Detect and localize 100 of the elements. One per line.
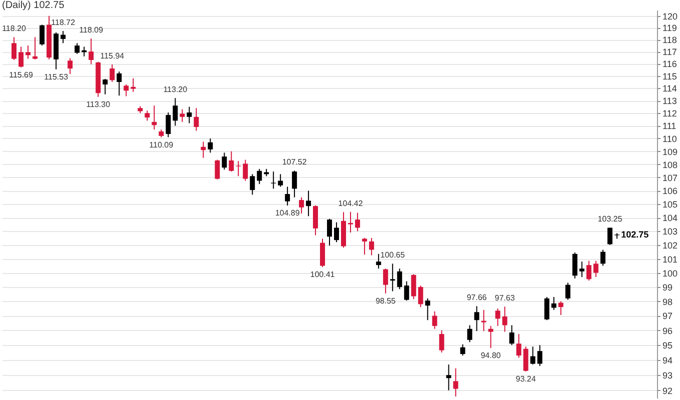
candlestick bbox=[40, 24, 45, 46]
annotation: 98.55 bbox=[376, 296, 396, 306]
candlestick bbox=[74, 42, 80, 54]
y-tick-label: 100 bbox=[662, 268, 678, 278]
candlestick bbox=[607, 227, 612, 246]
candlestick bbox=[530, 346, 536, 366]
candlestick bbox=[180, 108, 185, 122]
candlestick bbox=[186, 106, 192, 124]
candlestick bbox=[124, 84, 129, 97]
candlestick bbox=[270, 171, 276, 190]
candlestick bbox=[523, 346, 528, 372]
annotation: 104.89 bbox=[275, 208, 300, 218]
candlestick bbox=[306, 190, 311, 217]
candlestick bbox=[551, 296, 556, 310]
annotation: 103.25 bbox=[598, 214, 623, 224]
candlestick bbox=[250, 174, 255, 196]
candlestick bbox=[200, 141, 206, 158]
candlestick bbox=[565, 282, 570, 300]
candlestick bbox=[292, 170, 297, 198]
annotation: 107.52 bbox=[282, 158, 308, 167]
annotation: 113.20 bbox=[163, 85, 188, 94]
candlestick bbox=[537, 344, 542, 367]
candlestick bbox=[12, 36, 17, 60]
candlestick bbox=[60, 30, 66, 44]
annotation: 115.69 bbox=[9, 70, 34, 80]
candlestick bbox=[495, 308, 500, 326]
y-tick-label: 106 bbox=[662, 186, 678, 196]
candlestick bbox=[383, 268, 388, 294]
candlestick bbox=[18, 46, 24, 68]
y-tick-label: 93 bbox=[662, 370, 673, 381]
candlestick bbox=[593, 260, 598, 278]
candlestick bbox=[236, 160, 241, 177]
annotation: 100.41 bbox=[310, 270, 336, 280]
candlestick bbox=[453, 368, 458, 397]
candlestick bbox=[460, 344, 466, 356]
candlestick bbox=[222, 152, 227, 170]
candlestick bbox=[320, 238, 325, 268]
chart-title: (Daily) 102.75 bbox=[2, 0, 65, 11]
candlestick bbox=[312, 204, 318, 236]
annotation: 104.42 bbox=[338, 198, 364, 208]
candlestick bbox=[116, 71, 122, 96]
annotation: 100.65 bbox=[380, 250, 406, 260]
y-tick-label: 110 bbox=[662, 134, 677, 144]
y-tick-label: 102 bbox=[662, 240, 678, 250]
candlestick bbox=[425, 298, 430, 321]
annotation: 97.63 bbox=[494, 294, 516, 303]
y-tick-label: 120 bbox=[662, 11, 678, 22]
annotation: 118.09 bbox=[79, 25, 104, 34]
candlestick bbox=[488, 325, 494, 349]
candlestick bbox=[439, 330, 444, 354]
y-tick-label: 117 bbox=[662, 47, 677, 58]
candlestick bbox=[369, 238, 374, 256]
y-tick-label: 119 bbox=[662, 23, 677, 34]
annotation: 113.30 bbox=[86, 100, 111, 109]
candlestick bbox=[355, 212, 360, 232]
y-tick-label: 118 bbox=[662, 35, 677, 46]
annotation: 115.94 bbox=[100, 51, 125, 60]
candlestick bbox=[474, 306, 480, 332]
y-tick-label: 101 bbox=[662, 254, 678, 264]
y-tick-label: 109 bbox=[662, 146, 678, 157]
candlestick bbox=[214, 159, 220, 180]
y-tick-label: 108 bbox=[662, 160, 678, 170]
annotation: 93.24 bbox=[516, 374, 536, 384]
y-tick-label: 92 bbox=[662, 386, 673, 396]
y-tick-label: 95 bbox=[662, 340, 673, 351]
candlestick bbox=[467, 324, 472, 343]
candlestick bbox=[516, 334, 522, 358]
candlestick bbox=[432, 310, 438, 330]
candlestick bbox=[446, 364, 452, 391]
candlestick bbox=[32, 36, 38, 60]
y-tick-label: 96 bbox=[662, 326, 673, 336]
candlestick bbox=[144, 110, 150, 122]
candlestick bbox=[278, 174, 283, 188]
candlestick bbox=[298, 196, 304, 214]
annotation: 118.20 bbox=[2, 24, 26, 34]
y-tick-label: 103 bbox=[662, 226, 678, 237]
annotation: 115.53 bbox=[44, 72, 69, 82]
annotation: 97.66 bbox=[466, 293, 488, 302]
candlestick bbox=[256, 168, 262, 185]
candlestick bbox=[390, 263, 396, 292]
candlestick bbox=[102, 78, 108, 95]
candlestick bbox=[600, 249, 606, 266]
candlestick bbox=[172, 98, 178, 126]
candlestick bbox=[26, 45, 31, 60]
candlestick bbox=[228, 150, 234, 172]
annotation: 118.72 bbox=[51, 18, 76, 27]
y-tick-label: 112 bbox=[662, 108, 677, 119]
annotation: 110.09 bbox=[149, 140, 174, 150]
candlestick bbox=[376, 253, 382, 270]
candlestick bbox=[68, 58, 73, 75]
candlestick bbox=[242, 159, 248, 182]
candlestick bbox=[208, 138, 213, 154]
candlestick bbox=[544, 296, 550, 321]
y-tick-label: 98 bbox=[662, 296, 673, 307]
y-tick-label: 105 bbox=[662, 200, 678, 210]
candlestick bbox=[334, 222, 340, 243]
y-tick-label: 113 bbox=[662, 96, 677, 106]
candlestick bbox=[327, 218, 332, 246]
annotation: 94.80 bbox=[480, 351, 502, 360]
y-tick-label: 94 bbox=[662, 356, 673, 366]
